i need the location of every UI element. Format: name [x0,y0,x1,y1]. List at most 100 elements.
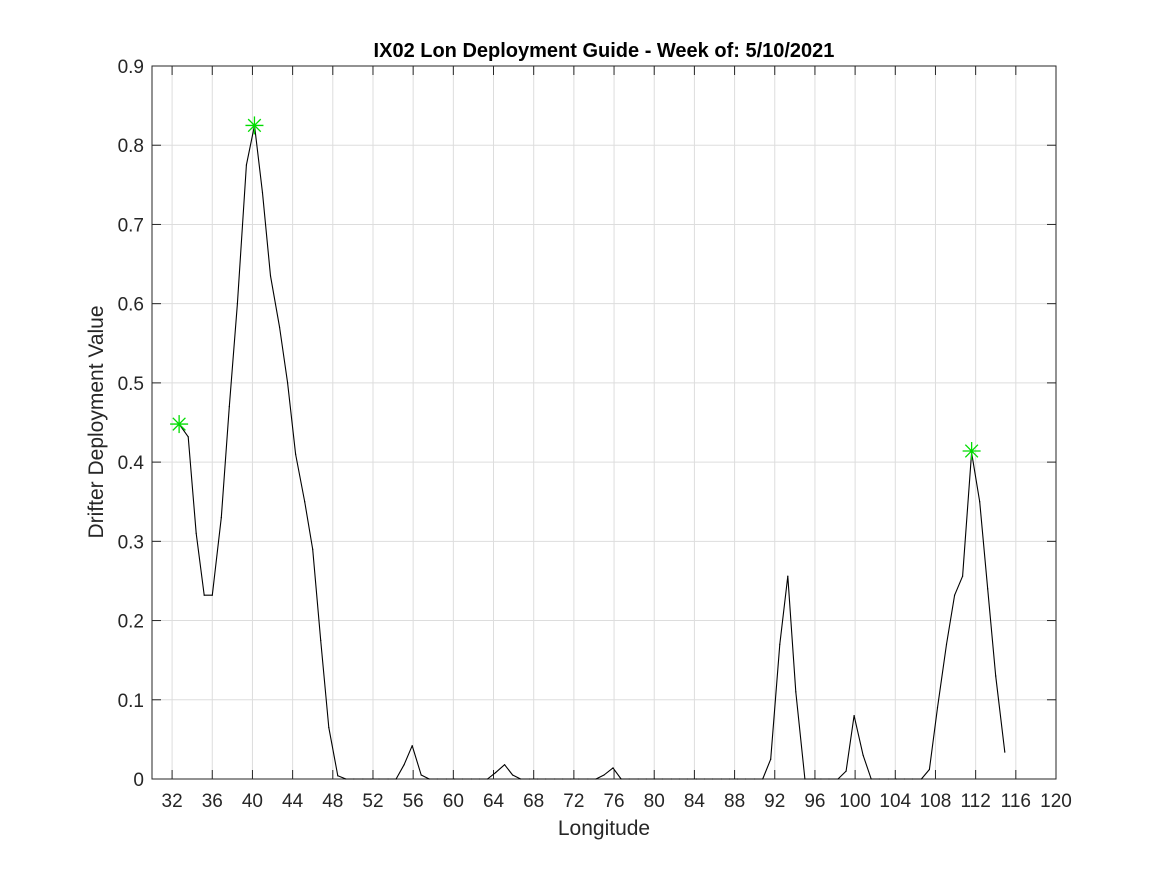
x-tick-label: 56 [403,791,424,812]
line-data-point [436,778,438,780]
plot-area [170,116,1006,780]
y-tick-label: 0 [133,770,144,791]
line-data-point [720,778,723,780]
line-data-point [953,594,956,596]
x-tick-label: 72 [563,791,584,812]
line-data-point [820,778,822,780]
line-data-point [562,778,564,780]
line-data-point [362,778,364,780]
line-data-point [804,778,806,780]
line-data-point [478,778,481,780]
x-tick-label: 120 [1040,791,1072,812]
x-tick-label: 96 [804,791,825,812]
line-data-point [195,532,197,535]
x-tick-label: 60 [443,791,464,812]
deployment-value-line [178,124,1006,780]
line-data-point [403,764,405,766]
line-data-point [203,594,205,596]
x-tick-label: 44 [282,791,304,812]
line-data-point [211,594,213,596]
line-data-point [428,778,430,780]
x-tick-label: 36 [202,791,223,812]
line-data-point [795,691,797,693]
peak-asterisk-marker [962,442,981,461]
line-data-point [878,778,880,780]
line-data-point [445,778,447,780]
y-tick-label: 0.8 [118,136,144,157]
line-data-point [779,643,781,645]
line-data-point [587,778,589,780]
line-data-point [903,778,905,780]
x-tick-label: 32 [162,791,183,812]
line-data-point [620,778,622,780]
line-data-point [812,778,814,780]
line-data-point [703,778,706,780]
line-data-point [328,726,330,729]
line-data-point [461,778,463,780]
line-data-point [770,758,772,760]
line-data-point [470,778,473,780]
x-tick-label: 108 [920,791,952,812]
line-data-point [728,778,731,780]
line-data-point [920,778,923,780]
line-data-point [670,778,672,780]
y-tick-label: 0.9 [118,57,144,78]
line-data-point [269,275,272,277]
line-data-point [387,778,389,780]
line-data-point [653,778,655,780]
line-data-point [337,775,339,777]
line-data-point [979,501,981,503]
x-tick-label: 52 [362,791,383,812]
x-axis-label: Longitude [558,817,650,840]
line-data-point [511,774,514,776]
line-data-point [754,778,756,780]
x-tick-label: 64 [483,791,505,812]
line-data-point [853,715,855,717]
line-data-point [837,778,839,780]
y-tick-label: 0.7 [118,215,144,236]
line-data-point [745,778,747,780]
y-tick-label: 0.3 [118,532,144,553]
line-data-point [494,772,497,774]
x-tick-label: 76 [603,791,624,812]
line-data-point [628,778,630,780]
line-data-point [862,754,864,756]
x-tick-label: 80 [644,791,665,812]
line-data-point [503,764,506,766]
line-data-point [887,778,889,780]
x-tick-label: 100 [839,791,871,812]
line-data-point [420,774,422,776]
line-data-point [320,639,322,641]
line-data-point [911,778,913,780]
line-data-point [928,768,931,771]
line-data-point [187,436,189,438]
line-data-point [995,675,997,677]
line-data-point [236,303,238,305]
y-tick-label: 0.6 [118,295,144,316]
line-data-point [520,778,522,780]
line-data-point [378,778,380,780]
x-tick-label: 68 [523,791,544,812]
x-tick-label: 112 [960,791,990,812]
x-tick-label: 104 [879,791,911,812]
line-data-point [278,326,281,329]
line-data-point [895,778,897,780]
line-data-point [787,575,789,577]
line-data-point [345,778,347,780]
line-data-point [312,548,314,550]
line-data-point [570,778,572,780]
y-tick-label: 0.2 [118,612,144,633]
x-tick-label: 116 [1001,791,1031,812]
line-data-point [395,778,397,780]
line-data-point [529,778,531,780]
x-tick-label: 84 [684,791,706,812]
line-data-point [1004,751,1006,753]
line-data-point [961,575,964,577]
line-data-point [353,778,355,780]
line-data-point [762,778,764,780]
line-data-point [304,501,306,503]
chart-title: IX02 Lon Deployment Guide - Week of: 5/1… [374,40,835,62]
line-data-point [245,164,248,166]
